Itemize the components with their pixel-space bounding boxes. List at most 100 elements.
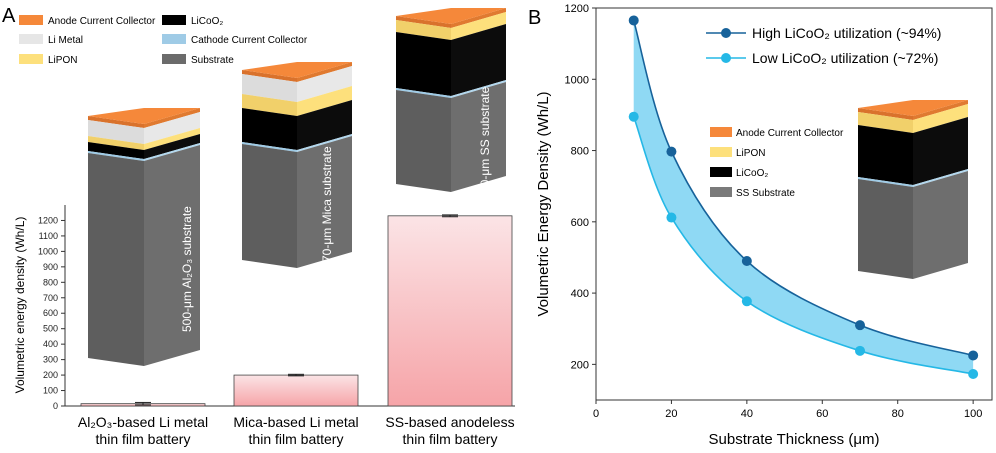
stack-layer-left [88,151,144,161]
stack-layer-left [396,88,451,98]
stack-layer-left [242,94,297,116]
y-tick-label: 600 [43,308,58,318]
panel-a-legend: Anode Current Collector LiCoO₂ Li Metal … [19,15,308,66]
data-point [741,296,752,307]
legend-swatch-anode-current-collector [19,15,43,25]
y-tick-label: 1000 [565,74,589,86]
y-tick-label: 1200 [565,3,589,15]
x-category-label: thin film battery [249,431,344,447]
stack-layer-left [858,179,913,279]
panel-a: A Anode Current Collector LiCoO₂ Li Meta… [2,5,515,447]
panel-b-letter: B [528,7,541,29]
legend-label: Substrate [191,55,234,66]
legend-label: Anode Current Collector [736,128,844,139]
y-tick-label: 0 [53,401,58,411]
stack-layer-left [858,112,913,133]
stack-layer-left [396,32,451,96]
stack-layer-left [858,108,913,120]
data-point [855,345,865,356]
x-category-label: thin film battery [403,431,498,447]
stack-layer-right [451,12,506,40]
legend-label: Low LiCoO₂ utilization (~72%) [752,50,938,66]
line-chart: 0 20 40 60 80 100 200 400 600 800 1000 1200 Substrat… [535,3,993,448]
stack-layer-right [913,169,968,187]
mica-stack [242,62,352,268]
stack-layer-right [451,24,506,96]
panel-b: B 0 20 40 60 80 100 200 400 600 800 1000 1200 Substr… [528,3,993,448]
legend-swatch-anode-current-collector [710,127,732,137]
data-point [666,212,677,223]
stack-label-mica: 70-μm Mica substrate [320,146,334,262]
legend-swatch-cathode-current-collector [162,34,186,44]
plot-frame [595,7,993,401]
y-tick-label: 300 [43,355,58,365]
stack-layer-right [297,100,352,150]
legend-marker [721,53,731,63]
stack-layer-right [297,134,352,152]
stack-layer-left [242,74,297,102]
stack-top-face [396,8,506,24]
data-point [628,15,639,26]
y-tick-label: 500 [43,324,58,334]
stack-label-al2o3: 500-μm Al₂O₃ substrate [180,206,194,332]
x-tick-label: 60 [816,408,828,420]
stack-layer-right [913,117,968,185]
fill-between-band [633,20,974,374]
stack-layer-left [242,108,297,150]
x-tick-label: 100 [964,408,982,420]
y-tick-label: 400 [571,288,589,300]
legend-swatch-licoo2 [710,167,732,177]
legend-swatch-lipon [710,147,732,157]
stack-layer-right [451,80,506,98]
panel-a-letter: A [2,5,16,27]
data-point [666,146,677,157]
x-axis-label: Substrate Thickness (μm) [709,431,880,448]
legend-label: LiPON [48,55,77,66]
stack-label-ss: 10-μm SS substrate [478,86,492,193]
stack-layer-right [144,143,200,161]
x-category-label: Mica-based Li metal [233,414,358,430]
y-axis-label: Volumetric Energy Density (Wh/L) [535,91,552,316]
data-point [628,111,639,122]
legend-swatch-substrate [162,54,186,64]
x-category-label: thin film battery [96,431,191,447]
stack-top-face [242,62,352,78]
data-point [968,368,979,379]
stack-layer-left [88,136,144,150]
stack-top-face [858,100,968,116]
legend-swatch-licoo2 [162,15,186,25]
stack-layer-left [88,153,144,366]
stack-layer-right [144,134,200,159]
stack-layer-right [297,86,352,116]
stack-layer-right [451,8,506,28]
stack-layer-left [88,116,144,128]
y-tick-label: 1200 [38,215,58,225]
y-tick-label: 100 [43,386,58,396]
stack-layer-left [242,70,297,82]
y-axis-label: Volumetric energy density (Wh/L) [13,217,27,394]
legend-label: Li Metal [48,35,83,46]
stack-layer-left [396,90,451,192]
bar-chart: 0 100 200 300 400 500 600 700 800 900 1000 1100 1200… [13,205,515,447]
ss-stack [396,8,506,192]
al2o3-stack [88,108,200,366]
ss-stack-illustration [858,100,968,279]
legend-label: LiPON [736,148,765,159]
stack-layer-right [913,104,968,133]
stack-layer-left [88,142,144,159]
y-tick-label: 800 [571,146,589,158]
y-tick-label: 600 [571,217,589,229]
data-point [968,350,979,361]
layer-stack-illustrations [88,8,506,366]
legend-swatch-lipon [19,54,43,64]
stack-layer-right [297,62,352,82]
stack-layer-left [858,177,913,187]
ss-inset-stack [858,100,968,279]
legend-marker [721,28,731,38]
legend-label: Cathode Current Collector [191,35,308,46]
y-tick-label: 700 [43,293,58,303]
x-tick-label: 20 [665,408,677,420]
stack-layer-right [297,136,352,268]
stack-layer-right [297,66,352,102]
data-point [741,256,752,267]
